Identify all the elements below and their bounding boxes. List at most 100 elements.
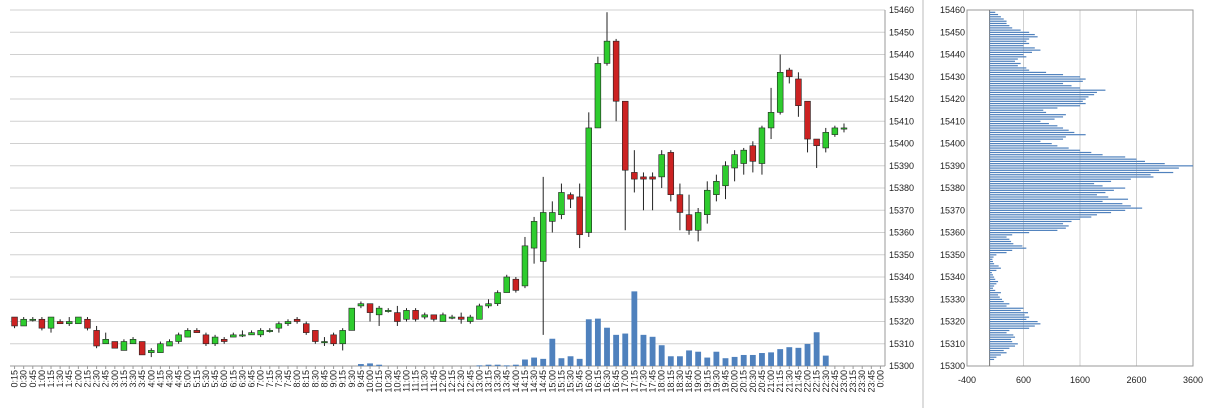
profile-bar: [989, 325, 1035, 327]
candle-body: [430, 314, 438, 320]
volume-bar: [649, 336, 656, 366]
profile-bar: [989, 225, 1069, 227]
profile-y-tick-label: 15460: [940, 5, 965, 15]
profile-bar: [989, 27, 1013, 29]
main-x-tick-label: 7:30: [274, 370, 284, 388]
candle-body: [421, 314, 428, 318]
profile-bar: [989, 91, 1097, 94]
volume-bar: [494, 364, 501, 366]
candle-body: [667, 152, 675, 195]
profile-bar: [989, 345, 1016, 347]
volume-bar: [613, 334, 620, 366]
profile-bar: [989, 252, 1007, 254]
main-x-tick-label: 5:15: [192, 370, 202, 388]
profile-bar: [989, 185, 1103, 187]
profile-y-tick-label: 15310: [940, 339, 965, 349]
profile-bar: [989, 200, 1103, 203]
candle-body: [448, 316, 456, 319]
profile-y-tick-label: 15380: [940, 183, 965, 193]
candle-body: [394, 312, 401, 322]
volume-bar: [740, 354, 747, 366]
candle-body: [303, 323, 310, 333]
main-x-tick-label: 17:15: [629, 370, 639, 393]
main-y-tick-label: 15310: [889, 339, 914, 349]
profile-bar: [989, 274, 993, 276]
profile-bar: [989, 138, 1064, 140]
profile-bar: [989, 341, 1013, 343]
main-x-tick-label: 14:15: [520, 370, 530, 393]
main-x-tick-label: 11:30: [420, 370, 430, 392]
volume-bar: [622, 333, 629, 366]
main-x-tick-label: 20:15: [739, 370, 749, 393]
main-y-tick-label: 15360: [889, 228, 914, 238]
candle-body: [567, 194, 574, 200]
candle-body: [603, 40, 611, 64]
profile-bar: [989, 154, 1103, 156]
profile-bar: [989, 18, 1004, 20]
volume-bar: [576, 358, 583, 366]
main-x-tick-label: 2:00: [73, 370, 83, 388]
main-x-tick-label: 9:30: [347, 370, 357, 388]
profile-y-tick-label: 15450: [940, 27, 965, 37]
main-x-tick-label: 13:30: [493, 370, 503, 393]
candle-body: [476, 305, 483, 320]
profile-bar: [989, 316, 1030, 318]
profile-bar: [989, 260, 993, 263]
profile-bar: [989, 69, 1030, 71]
main-x-tick-label: 23:00: [839, 370, 849, 393]
main-x-tick-label: 18:15: [666, 370, 676, 393]
volume-bar: [476, 365, 483, 367]
profile-bar: [989, 218, 1080, 220]
candle-body: [521, 245, 529, 287]
volume-bar: [686, 350, 692, 366]
profile-bar: [989, 269, 997, 272]
candle-body: [148, 350, 155, 353]
volume-bar: [594, 318, 601, 366]
profile-y-tick-label: 15330: [940, 294, 965, 304]
main-x-tick-label: 17:00: [620, 370, 630, 393]
profile-bar: [989, 240, 1012, 243]
main-x-tick-label: 18:30: [675, 370, 685, 393]
candle-body: [193, 330, 201, 333]
main-x-tick-label: 19:45: [720, 370, 730, 393]
profile-bar: [989, 87, 1080, 89]
profile-bar: [989, 249, 1013, 251]
main-x-tick-label: 15:15: [556, 370, 566, 393]
main-x-tick-label: 8:45: [319, 370, 329, 388]
profile-bar: [989, 20, 1007, 22]
main-x-tick-label: 16:15: [593, 370, 603, 393]
main-x-tick-label: 12:45: [465, 370, 475, 393]
profile-bar: [989, 147, 1069, 149]
profile-bar: [989, 62, 1021, 65]
profile-bar: [989, 151, 1092, 154]
main-x-tick-label: 6:15: [228, 370, 238, 388]
profile-bar: [989, 216, 1092, 218]
volume-bar: [549, 338, 556, 366]
profile-bar: [989, 309, 1021, 312]
profile-bar: [989, 318, 1027, 320]
candle-body: [412, 310, 419, 320]
candle-body: [230, 334, 237, 338]
profile-bar: [989, 238, 1010, 240]
profile-bar: [989, 25, 1010, 27]
volume-bar: [640, 334, 647, 366]
profile-bar: [989, 187, 1126, 189]
profile-bar: [989, 256, 994, 258]
profile-y-tick-label: 15390: [940, 161, 965, 171]
candle-body: [585, 127, 592, 233]
candle-body: [749, 145, 757, 162]
candle-body: [622, 100, 629, 171]
profile-bar: [989, 305, 1007, 307]
volume-bar: [658, 345, 665, 366]
candle-body: [75, 316, 82, 325]
main-x-tick-label: 12:00: [438, 370, 448, 393]
main-y-tick-label: 15320: [889, 317, 914, 327]
profile-bar: [989, 36, 1038, 38]
profile-bar: [989, 189, 1114, 191]
profile-bar: [989, 314, 1025, 316]
main-x-tick-label: 18:00: [657, 370, 667, 393]
candle-body: [11, 316, 18, 327]
main-x-tick-label: 22:45: [830, 370, 840, 393]
profile-bar: [989, 349, 1004, 352]
candle-body: [47, 316, 55, 329]
